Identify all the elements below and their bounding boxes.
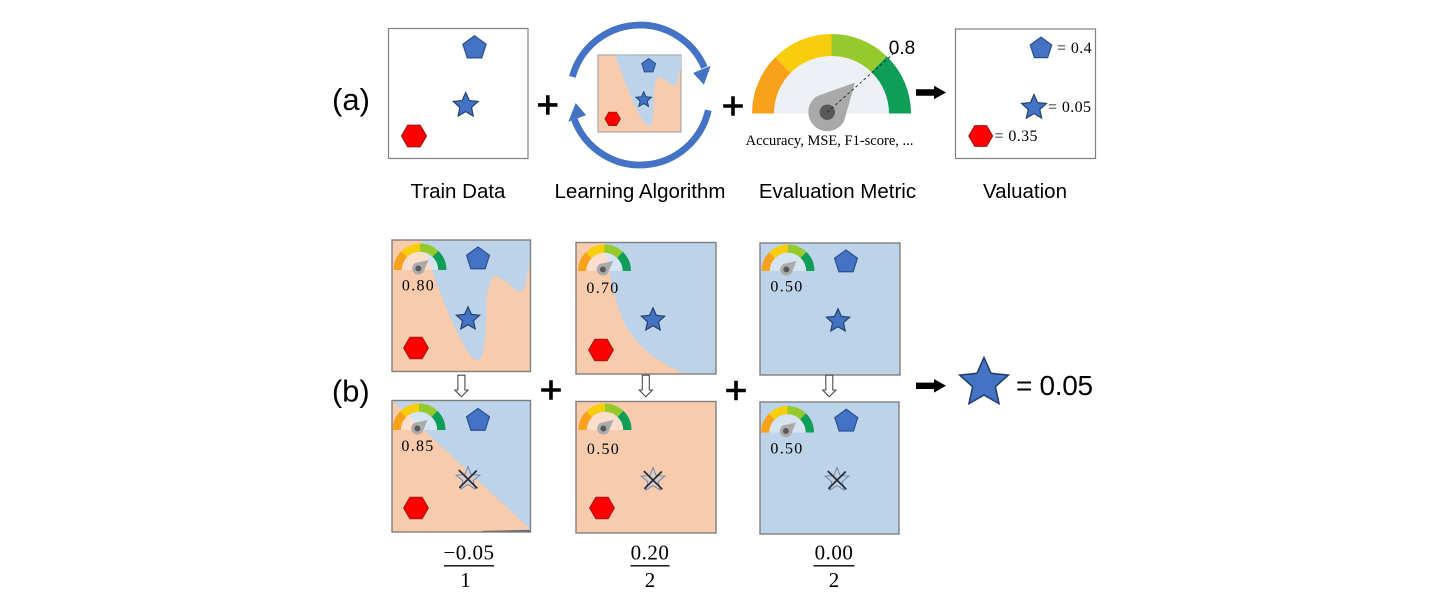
svg-text:= 0.4: = 0.4 bbox=[1057, 40, 1092, 57]
svg-text:0.20: 0.20 bbox=[631, 541, 670, 565]
svg-text:Accuracy, MSE, F1-score, ...: Accuracy, MSE, F1-score, ... bbox=[746, 133, 914, 149]
svg-text:(b): (b) bbox=[332, 374, 370, 409]
svg-text:0.85: 0.85 bbox=[401, 438, 434, 455]
svg-text:Train Data: Train Data bbox=[411, 180, 507, 203]
svg-text:0.50: 0.50 bbox=[770, 279, 803, 296]
svg-text:0.8: 0.8 bbox=[889, 38, 915, 59]
svg-text:= 0.35: = 0.35 bbox=[995, 128, 1038, 145]
svg-text:1: 1 bbox=[460, 568, 471, 592]
svg-text:Learning Algorithm: Learning Algorithm bbox=[555, 180, 726, 203]
svg-text:0.80: 0.80 bbox=[402, 278, 435, 295]
svg-text:2: 2 bbox=[829, 568, 840, 592]
svg-text:= 0.05: = 0.05 bbox=[1016, 370, 1093, 401]
svg-text:0.70: 0.70 bbox=[586, 280, 619, 297]
svg-text:0.00: 0.00 bbox=[815, 541, 854, 565]
svg-text:0.50: 0.50 bbox=[770, 441, 803, 458]
svg-text:(a): (a) bbox=[332, 82, 370, 117]
svg-text:2: 2 bbox=[645, 568, 656, 592]
svg-text:Evaluation Metric: Evaluation Metric bbox=[759, 180, 916, 203]
svg-text:= 0.05: = 0.05 bbox=[1048, 99, 1091, 116]
svg-text:Valuation: Valuation bbox=[983, 180, 1067, 203]
svg-text:0.50: 0.50 bbox=[587, 441, 620, 458]
svg-text:−0.05: −0.05 bbox=[443, 541, 494, 565]
